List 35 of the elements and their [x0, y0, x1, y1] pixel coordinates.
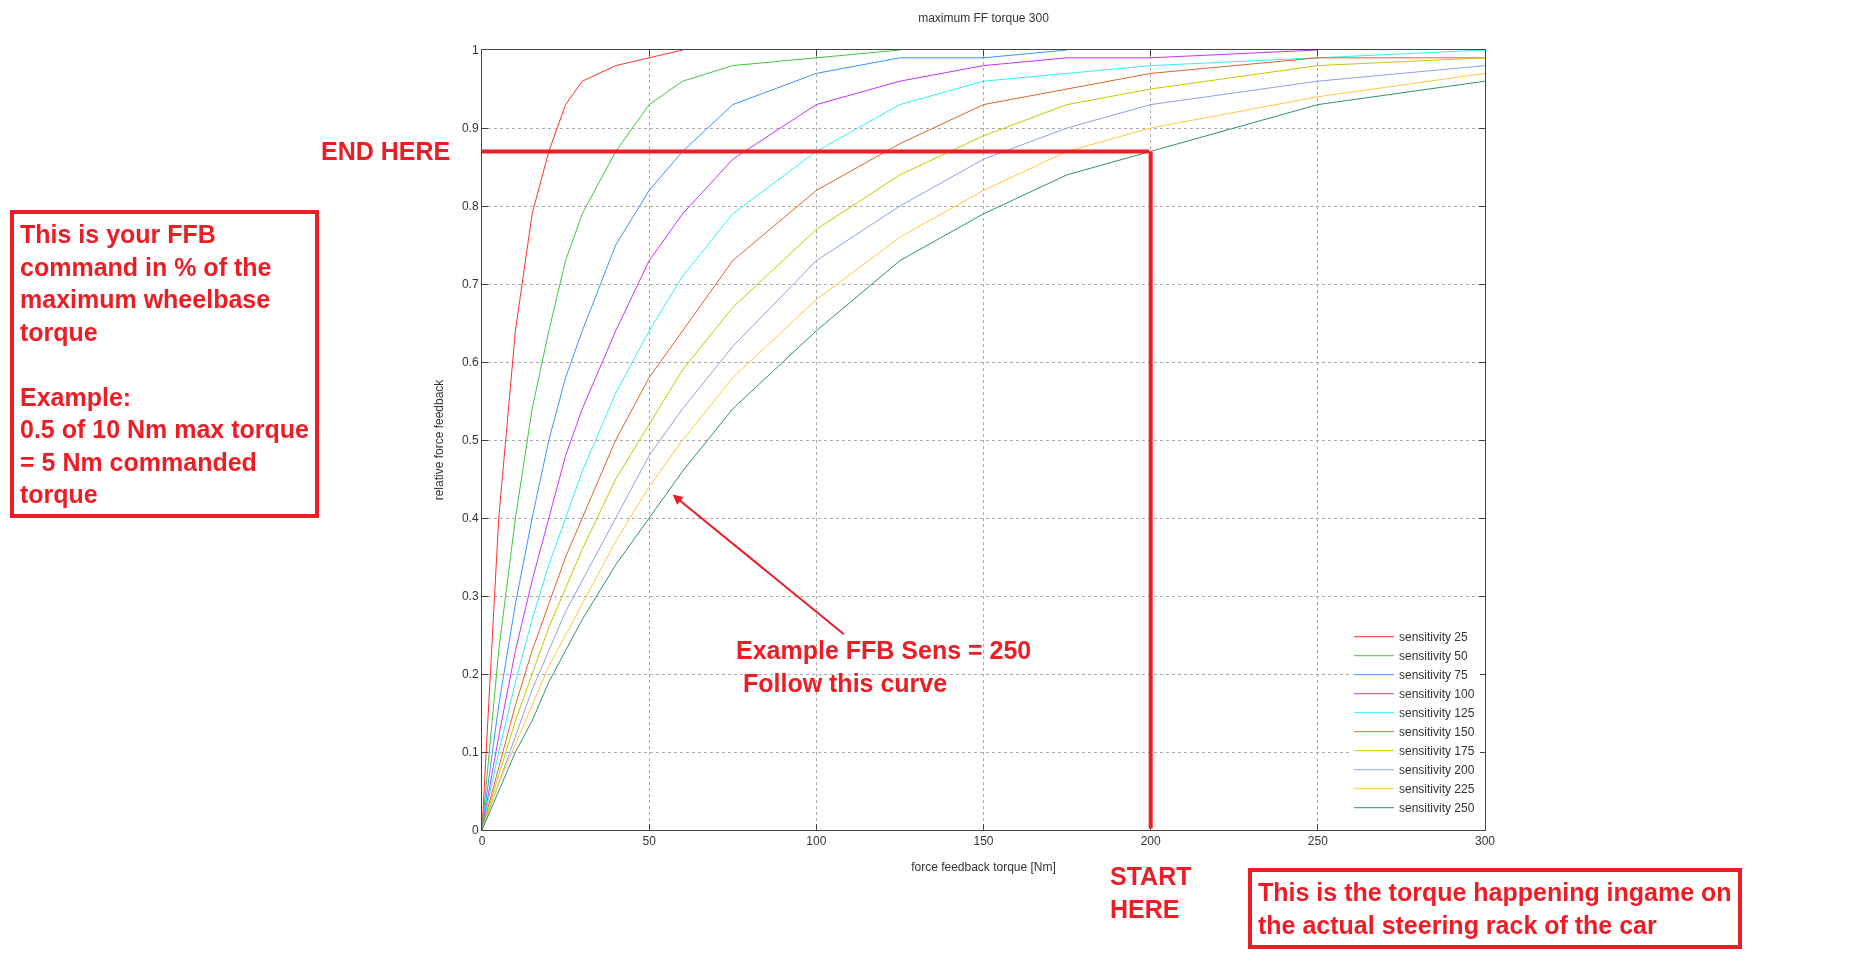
y-tick-label: 1 — [471, 43, 479, 58]
x-tick-label: 100 — [806, 834, 827, 849]
y-tick-label: 0.2 — [461, 667, 479, 682]
text: This is your FFB command in % of the maximum wheelbase torque Example: 0.5 of 10 Nm max torque = 5 Nm commanded torque — [20, 220, 309, 508]
legend-label: sensitivity 100 — [1398, 687, 1475, 702]
x-tick-label: 200 — [1140, 834, 1161, 849]
y-tick-label: 0.3 — [461, 589, 479, 604]
legend-label: sensitivity 25 — [1398, 630, 1469, 645]
text: This is the torque happening ingame on the actual steering rack of the car — [1258, 878, 1732, 939]
y-axis-title: relative force feedback — [432, 378, 447, 501]
legend-label: sensitivity 250 — [1398, 801, 1475, 816]
y-tick-label: 0.5 — [461, 433, 479, 448]
y-tick-label: 0.9 — [461, 121, 479, 136]
legend-label: sensitivity 225 — [1398, 782, 1475, 797]
legend-label: sensitivity 200 — [1398, 763, 1475, 778]
y-tick-label: 0.4 — [461, 511, 479, 526]
x-tick-label: 300 — [1474, 834, 1496, 849]
y-tick-label: 0 — [471, 823, 479, 838]
annotation: Example FFB Sens = 250 Follow this curve — [736, 636, 1032, 697]
ref-line-label: END HERE — [321, 137, 451, 165]
legend-label: sensitivity 75 — [1398, 668, 1469, 683]
ref-line-label: START HERE — [1110, 862, 1192, 923]
x-axis-title: force feedback torque [Nm] — [911, 860, 1056, 875]
chart-title: maximum FF torque 300 — [918, 11, 1050, 26]
y-tick-label: 0.7 — [461, 277, 479, 292]
legend-label: sensitivity 125 — [1398, 706, 1475, 721]
legend-label: sensitivity 50 — [1398, 649, 1469, 664]
x-tick-label: 150 — [973, 834, 994, 849]
x-tick-label: 50 — [642, 834, 657, 849]
x-tick-label: 250 — [1307, 834, 1329, 849]
y-tick-label: 0.1 — [461, 745, 479, 760]
legend-label: sensitivity 175 — [1398, 744, 1475, 759]
y-tick-label: 0.6 — [461, 355, 479, 370]
legend-label: sensitivity 150 — [1398, 725, 1475, 740]
y-tick-label: 0.8 — [461, 199, 479, 214]
